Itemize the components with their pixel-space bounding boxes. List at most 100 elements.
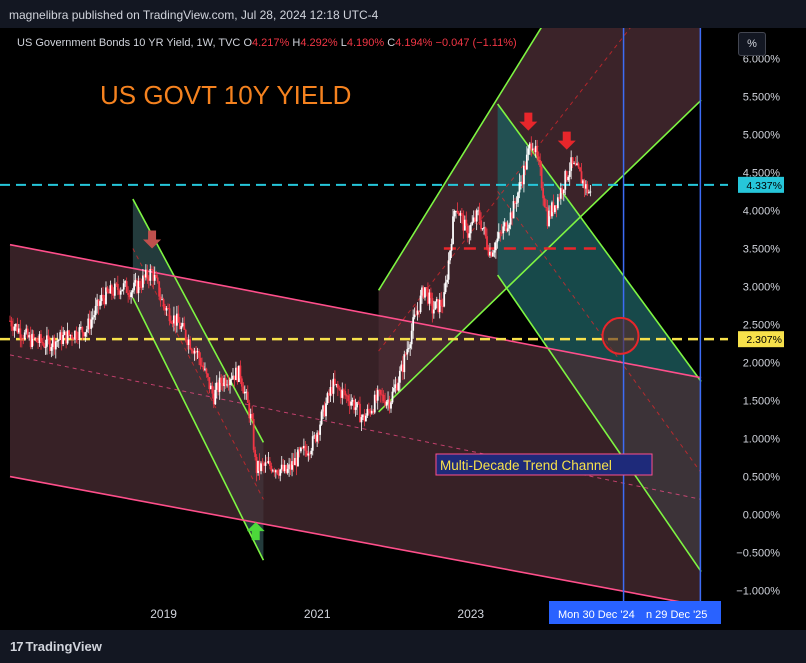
candle-body [153,274,156,281]
publisher-info: magnelibra published on TradingView.com,… [9,8,379,22]
candle-body [385,401,388,406]
candle-body [261,463,264,465]
candle-body [378,389,381,391]
candle-body [555,205,558,209]
candle-body [156,277,159,282]
candle-body [391,391,394,403]
candle-body [121,289,124,292]
candle-body [574,163,577,166]
candle-body [288,464,291,469]
candle-body [205,368,208,374]
chart-svg[interactable]: US GOVT 10Y YIELD Multi-Decade Trend Chan… [0,28,806,630]
candle-body [525,154,528,170]
candle-body [396,384,398,391]
candle-body [218,377,221,392]
candle-body [105,287,107,304]
candle-body [481,228,484,230]
candle-body [149,268,152,281]
channel-mid-line [9,354,702,500]
candle-body [409,344,412,349]
chart-area[interactable]: US GOVT 10Y YIELD Multi-Decade Trend Chan… [0,28,806,630]
candle-body [167,307,169,309]
candle-body [294,458,296,466]
candle-body [26,328,29,338]
candle-body [180,326,183,330]
candle-body [362,414,364,418]
candle-body [37,342,39,344]
candle-body [212,393,215,405]
candle-body [567,176,570,181]
candle-body [254,449,257,457]
candle-body [66,330,69,344]
candle-body [99,301,101,306]
candle-body [170,321,172,323]
candle-body [440,299,443,306]
candle-body [546,207,549,227]
chart-title: US GOVT 10Y YIELD [100,80,351,110]
candle-body [493,250,496,253]
candle-body [469,224,472,234]
channel-upper-line [377,28,542,291]
channel-fill [10,244,702,606]
candle-body [449,250,451,261]
percent-scale-button[interactable]: % [738,32,766,56]
candle-body [556,197,559,209]
candle-body [341,389,344,398]
candle-body [545,207,547,209]
candle-body [353,399,355,410]
candle-body [406,349,409,355]
symbol-legend: US Government Bonds 10 YR Yield, 1W, TVC… [17,37,517,49]
candle-body [455,211,457,213]
candle-body [54,341,57,350]
candle-body [133,282,135,291]
candle-body [9,320,11,322]
candle-body [484,227,487,237]
candle-body [486,236,488,248]
target-circle [601,316,640,355]
candle-body [585,184,587,189]
x-tick-label: 2023 [457,607,484,621]
candle-body [119,291,122,295]
candle-body [184,329,187,340]
channel-lower-line [496,274,702,573]
close-label: C [387,37,396,49]
candle-body [289,464,292,470]
candle-body [48,339,51,351]
current-price-tag [738,176,784,193]
candle-body [85,329,88,333]
open-value: 4.217% [252,37,290,49]
candle-body [77,338,79,341]
candle-body [425,287,428,289]
candle-body [116,283,119,290]
x-tick-label: 2021 [304,607,331,621]
candle-body [531,148,534,150]
candle-body [533,148,536,153]
candle-body [159,296,162,300]
candle-body [266,462,268,464]
candle-body [103,298,106,304]
candle-body [350,401,353,406]
candle-body [128,294,131,298]
candle-body [499,232,502,234]
candle-body [220,377,223,383]
candle-body [143,275,146,278]
candle-body [44,346,47,348]
tradingview-logo[interactable]: 17 TradingView [10,639,102,654]
candle-body [316,432,319,442]
candle-body [384,400,386,406]
y-tick-label: 3.500% [743,243,781,255]
y-tick-label: 4.500% [743,167,781,179]
candle-body [419,295,422,313]
candle-body [422,287,425,298]
candle-body [502,226,505,234]
candle-body [178,322,181,330]
y-tick-label: 3.000% [743,281,781,293]
candle-body [410,330,413,345]
channel-mid-line [132,248,264,500]
candle-body [483,227,485,229]
candle-body [84,332,87,337]
candle-body [125,281,128,293]
candle-body [74,330,76,340]
y-tick-label: 0.500% [743,472,781,484]
candle-body [260,463,262,472]
